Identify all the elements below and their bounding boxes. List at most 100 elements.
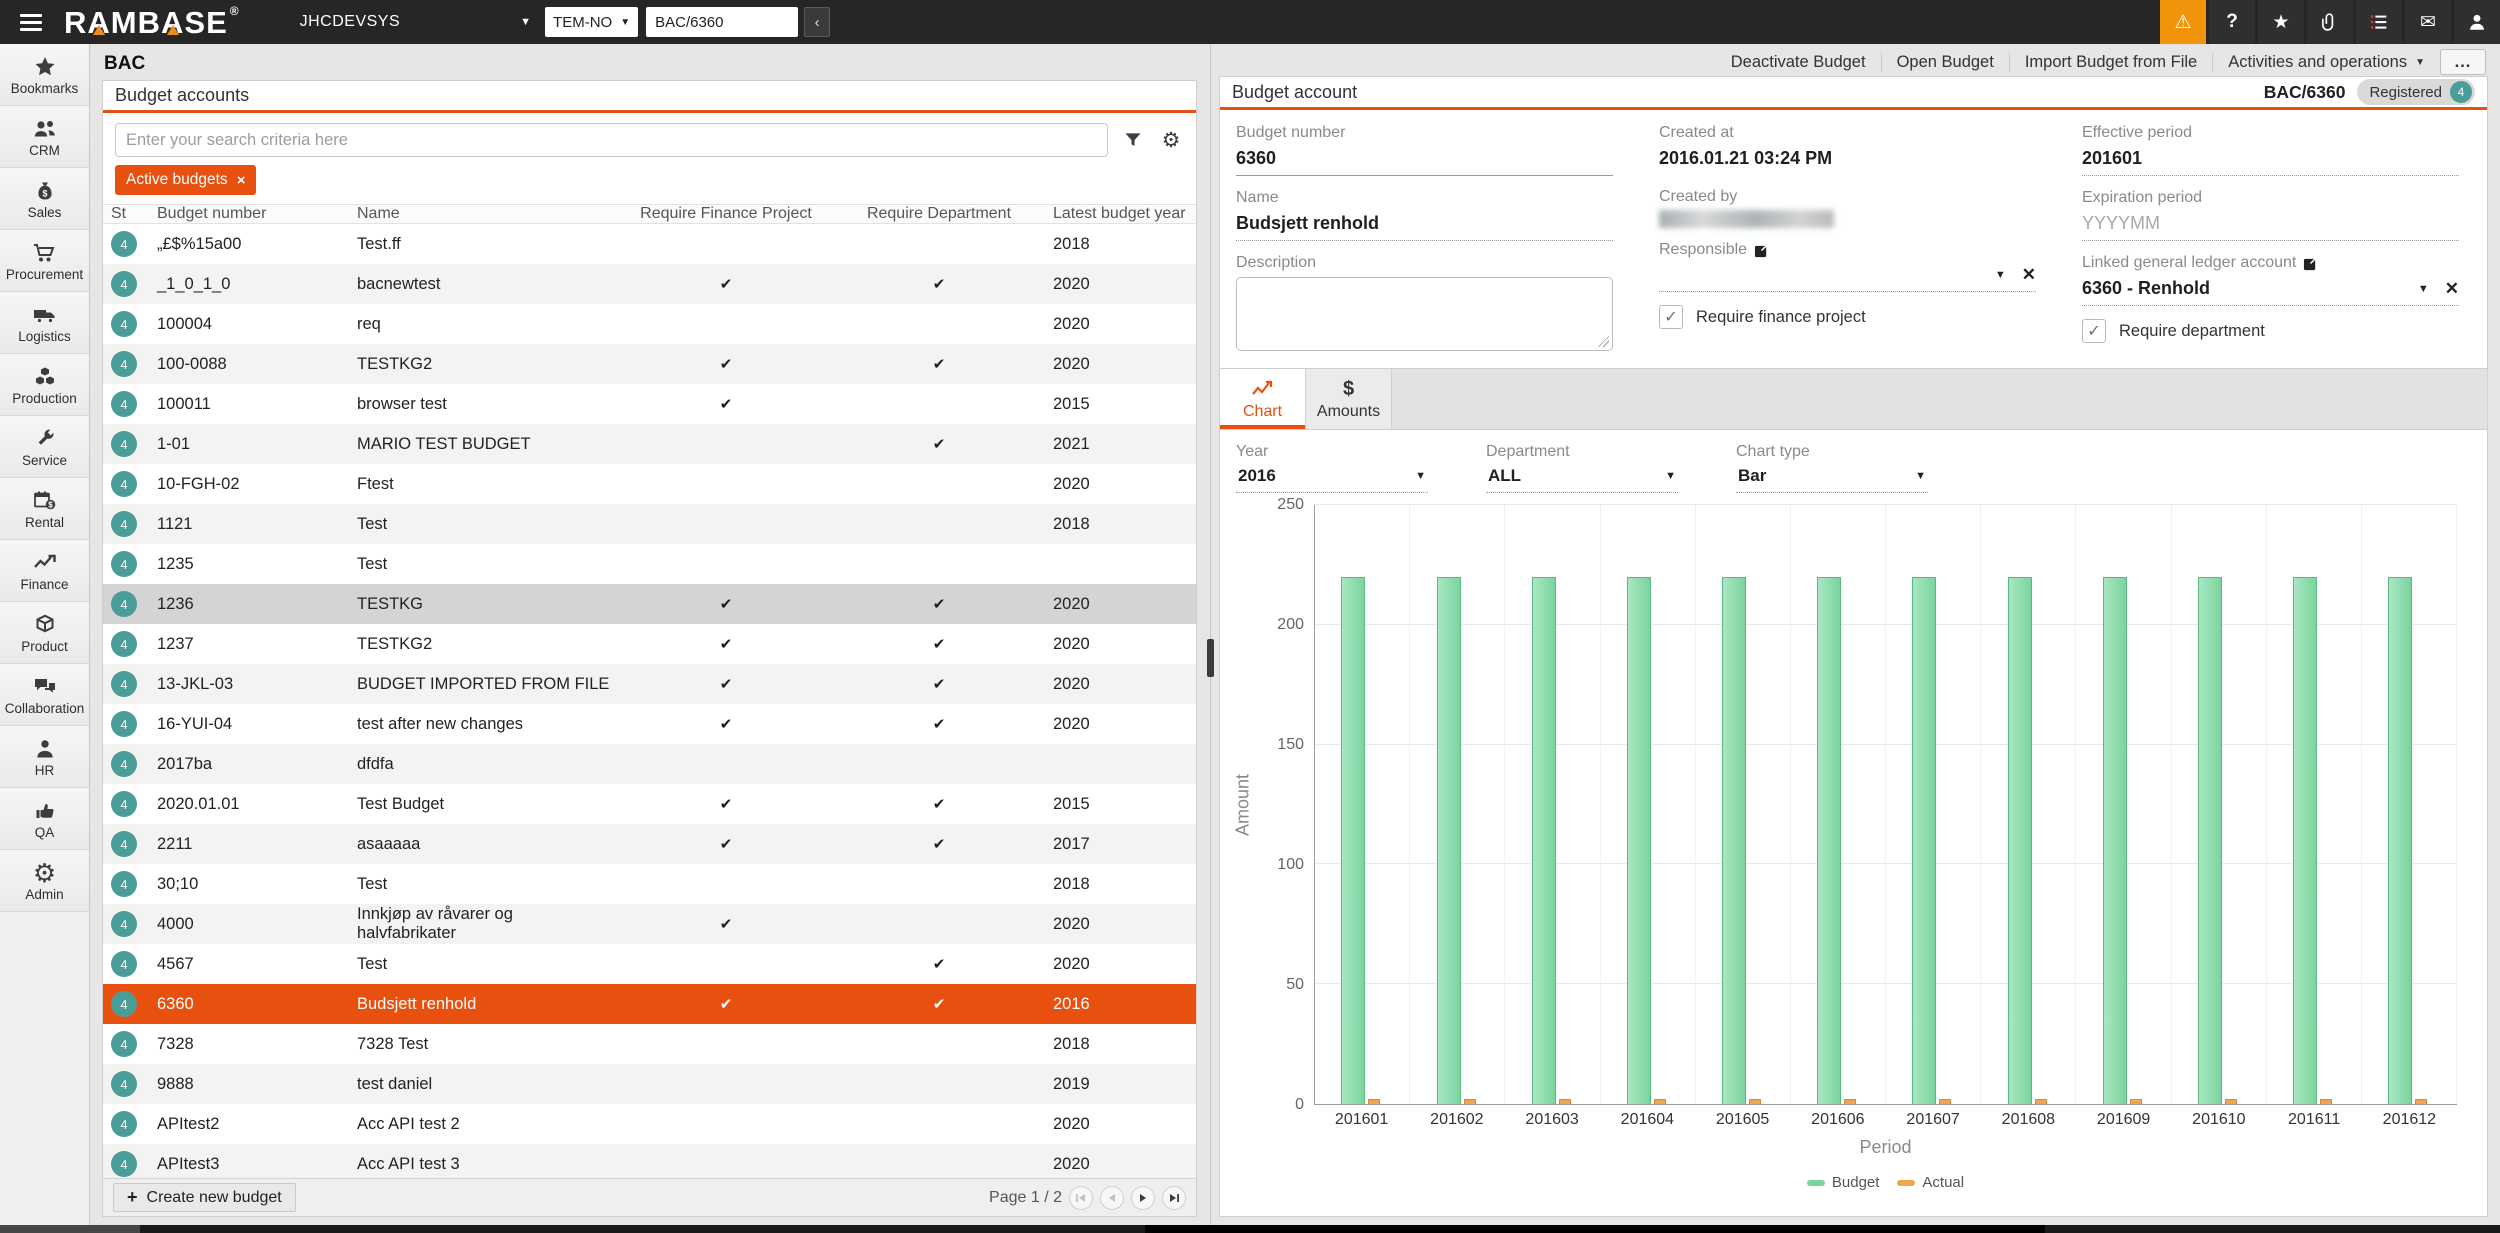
- table-row[interactable]: 4 _1_0_1_0 bacnewtest ✔ ✔ 2020: [103, 264, 1196, 304]
- attachments-button[interactable]: [2307, 0, 2353, 44]
- table-row[interactable]: 4 6360 Budsjett renhold ✔ ✔ 2016: [103, 984, 1196, 1024]
- sidebar-item-rental[interactable]: $ Rental: [0, 478, 89, 540]
- search-input[interactable]: [115, 123, 1108, 157]
- department-select[interactable]: ALL ▼: [1486, 461, 1678, 493]
- sidebar-item-collaboration[interactable]: Collaboration: [0, 664, 89, 726]
- col-budget-number[interactable]: Budget number: [157, 205, 267, 222]
- sidebar-item-admin[interactable]: ⚙ Admin: [0, 850, 89, 912]
- alert-icon: ⚠: [2174, 11, 2192, 33]
- table-row[interactable]: 4 2020.01.01 Test Budget ✔ ✔ 2015: [103, 784, 1196, 824]
- table-row[interactable]: 4 16-YUI-04 test after new changes ✔ ✔ 2020: [103, 704, 1196, 744]
- require-finance-project-checkbox[interactable]: ✓: [1659, 305, 1683, 329]
- filter-button[interactable]: [1120, 127, 1146, 153]
- x-tick-label: 201603: [1525, 1111, 1579, 1128]
- tab-amounts[interactable]: $ Amounts: [1306, 369, 1392, 429]
- dropdown-caret-icon[interactable]: ▼: [2417, 282, 2429, 295]
- budget-number-value[interactable]: 6360: [1236, 142, 1613, 176]
- alert-button[interactable]: ⚠: [2160, 0, 2206, 44]
- chevron-down-icon[interactable]: ▼: [520, 16, 532, 28]
- clear-icon[interactable]: ✕: [2021, 265, 2036, 284]
- cell-budget-number: 7328: [157, 1034, 194, 1053]
- sidebar-item-procurement[interactable]: Procurement: [0, 230, 89, 292]
- col-require-department[interactable]: Require Department: [866, 205, 1012, 222]
- more-actions-button[interactable]: ...: [2440, 49, 2486, 75]
- prev-page-button[interactable]: [1100, 1185, 1124, 1210]
- favorites-button[interactable]: ★: [2258, 0, 2304, 44]
- chart-type-select[interactable]: Bar ▼: [1736, 461, 1928, 493]
- table-row[interactable]: 4 1121 Test 2018: [103, 504, 1196, 544]
- table-row[interactable]: 4 100004 req 2020: [103, 304, 1196, 344]
- module-select[interactable]: TEM-NO ▼: [545, 7, 639, 37]
- messages-button[interactable]: ✉: [2405, 0, 2451, 44]
- col-st[interactable]: St: [111, 205, 127, 222]
- close-icon[interactable]: ×: [236, 171, 246, 189]
- next-page-button[interactable]: [1131, 1185, 1155, 1210]
- table-row[interactable]: 4 2211 asaaaaa ✔ ✔ 2017: [103, 824, 1196, 864]
- create-new-budget-button[interactable]: + Create new budget: [113, 1183, 296, 1212]
- name-value[interactable]: Budsjett renhold: [1236, 207, 1613, 241]
- divider-drag-handle[interactable]: [1207, 639, 1214, 677]
- sidebar-item-hr[interactable]: HR: [0, 726, 89, 788]
- dropdown-caret-icon[interactable]: ▼: [1994, 269, 2006, 281]
- active-budgets-chip[interactable]: Active budgets ×: [115, 165, 257, 195]
- expiration-period-value[interactable]: YYYYMM: [2082, 207, 2459, 241]
- table-row[interactable]: 4 „£$%15a00 Test.ff 2018: [103, 224, 1196, 264]
- sidebar-item-logistics[interactable]: Logistics: [0, 292, 89, 354]
- sidebar-item-production[interactable]: Production: [0, 354, 89, 416]
- status-badge: 4: [111, 431, 137, 457]
- sidebar-item-finance[interactable]: Finance: [0, 540, 89, 602]
- panel-title: Budget accounts: [115, 85, 250, 105]
- table-row[interactable]: 4 30;10 Test 2018: [103, 864, 1196, 904]
- table-row[interactable]: 4 4000 Innkjøp av råvarer og halvfabrikate…: [103, 904, 1196, 944]
- table-row[interactable]: 4 13-JKL-03 BUDGET IMPORTED FROM FILE ✔ ✔ 202…: [103, 664, 1196, 704]
- sidebar-item-sales[interactable]: $ Sales: [0, 168, 89, 230]
- table-row[interactable]: 4 10-FGH-02 Ftest 2020: [103, 464, 1196, 504]
- table-row[interactable]: 4 1-01 MARIO TEST BUDGET ✔ 2021: [103, 424, 1196, 464]
- table-row[interactable]: 4 9888 test daniel 2019: [103, 1064, 1196, 1104]
- sidebar-item-qa[interactable]: QA: [0, 788, 89, 850]
- table-row[interactable]: 4 1235 Test: [103, 544, 1196, 584]
- external-link-icon[interactable]: [1754, 243, 1769, 258]
- col-name[interactable]: Name: [357, 205, 400, 222]
- external-link-icon[interactable]: [2303, 256, 2318, 271]
- effective-period-value[interactable]: 201601: [2082, 142, 2459, 176]
- tab-chart[interactable]: Chart: [1220, 369, 1306, 429]
- col-latest-budget-year[interactable]: Latest budget year: [1053, 205, 1186, 222]
- table-row[interactable]: 4 4567 Test ✔ 2020: [103, 944, 1196, 984]
- settings-button[interactable]: ⚙: [1158, 127, 1184, 153]
- table-row[interactable]: 4 1236 TESTKG ✔ ✔ 2020: [103, 584, 1196, 624]
- linked-gl-account-value[interactable]: 6360 - Renhold ▼ ✕: [2082, 272, 2459, 306]
- year-select[interactable]: 2016 ▼: [1236, 461, 1428, 493]
- table-row[interactable]: 4 APItest2 Acc API test 2 2020: [103, 1104, 1196, 1144]
- document-search-input[interactable]: [646, 7, 799, 37]
- sidebar-item-bookmarks[interactable]: Bookmarks: [0, 44, 89, 106]
- hamburger-menu-icon[interactable]: [20, 13, 42, 31]
- clear-icon[interactable]: ✕: [2444, 278, 2459, 298]
- description-textarea[interactable]: [1236, 277, 1613, 351]
- table-row[interactable]: 4 100-0088 TESTKG2 ✔ ✔ 2020: [103, 344, 1196, 384]
- cell-require-finance-project: ✔: [615, 595, 837, 614]
- responsible-value[interactable]: ▼ ✕: [1659, 259, 2036, 292]
- tasks-button[interactable]: [2356, 0, 2402, 44]
- sidebar-item-service[interactable]: Service: [0, 416, 89, 478]
- table-row[interactable]: 4 2017ba dfdfa: [103, 744, 1196, 784]
- table-row[interactable]: 4 APItest3 Acc API test 3 2020: [103, 1144, 1196, 1178]
- table-row[interactable]: 4 1237 TESTKG2 ✔ ✔ 2020: [103, 624, 1196, 664]
- first-page-button[interactable]: [1069, 1185, 1093, 1210]
- go-button[interactable]: ‹: [804, 7, 831, 37]
- help-button[interactable]: ?: [2209, 0, 2255, 44]
- bar-actual: [1368, 1099, 1381, 1104]
- table-row[interactable]: 4 100011 browser test ✔ 2015: [103, 384, 1196, 424]
- deactivate-budget-button[interactable]: Deactivate Budget: [1730, 52, 1866, 71]
- col-require-finance-project[interactable]: Require Finance Project: [640, 205, 812, 222]
- activities-operations-menu[interactable]: Activities and operations ▼: [2228, 52, 2425, 71]
- profile-button[interactable]: [2454, 0, 2500, 44]
- sidebar-item-product[interactable]: Product: [0, 602, 89, 664]
- table-row[interactable]: 4 7328 7328 Test 2018: [103, 1024, 1196, 1064]
- require-department-checkbox[interactable]: ✓: [2082, 319, 2106, 343]
- sidebar-item-crm[interactable]: CRM: [0, 106, 89, 168]
- import-budget-button[interactable]: Import Budget from File: [2024, 52, 2198, 71]
- open-budget-button[interactable]: Open Budget: [1896, 52, 1994, 71]
- horizontal-scrollbar[interactable]: [0, 1225, 2500, 1233]
- last-page-button[interactable]: [1162, 1185, 1186, 1210]
